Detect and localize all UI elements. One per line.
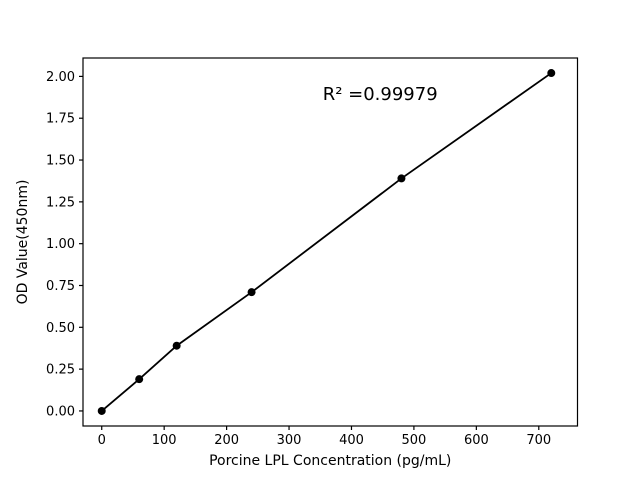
data-point-marker [172,341,181,350]
y-tick-label: 2.00 [46,70,75,85]
y-tick-label: 0.25 [46,363,75,378]
series-line [101,72,552,412]
data-point-marker [547,69,556,78]
x-tick-label: 500 [402,433,427,448]
y-tick-label: 0.50 [46,321,75,336]
x-axis-label: Porcine LPL Concentration (pg/mL) [209,453,451,469]
x-tick-label: 200 [214,433,239,448]
data-point-marker [247,288,256,297]
plot-area-border [82,57,579,427]
y-tick-label: 0.75 [46,279,75,294]
x-tick-label: 300 [277,433,302,448]
x-tick-label: 100 [152,433,177,448]
x-tick-label: 0 [98,433,106,448]
y-tick-label: 1.25 [46,195,75,210]
y-tick-label: 0.00 [46,404,75,419]
x-tick-label: 400 [339,433,364,448]
y-axis-label: OD Value(450nm) [15,180,31,305]
x-tick-label: 600 [464,433,489,448]
data-point-marker [397,174,406,183]
r-squared-annotation: R² =0.99979 [323,84,438,105]
y-tick-label: 1.00 [46,237,75,252]
x-tick-label: 700 [526,433,551,448]
y-tick-label: 1.75 [46,112,75,127]
data-point-marker [97,406,106,415]
y-tick-label: 1.50 [46,154,75,169]
data-point-marker [135,375,144,384]
